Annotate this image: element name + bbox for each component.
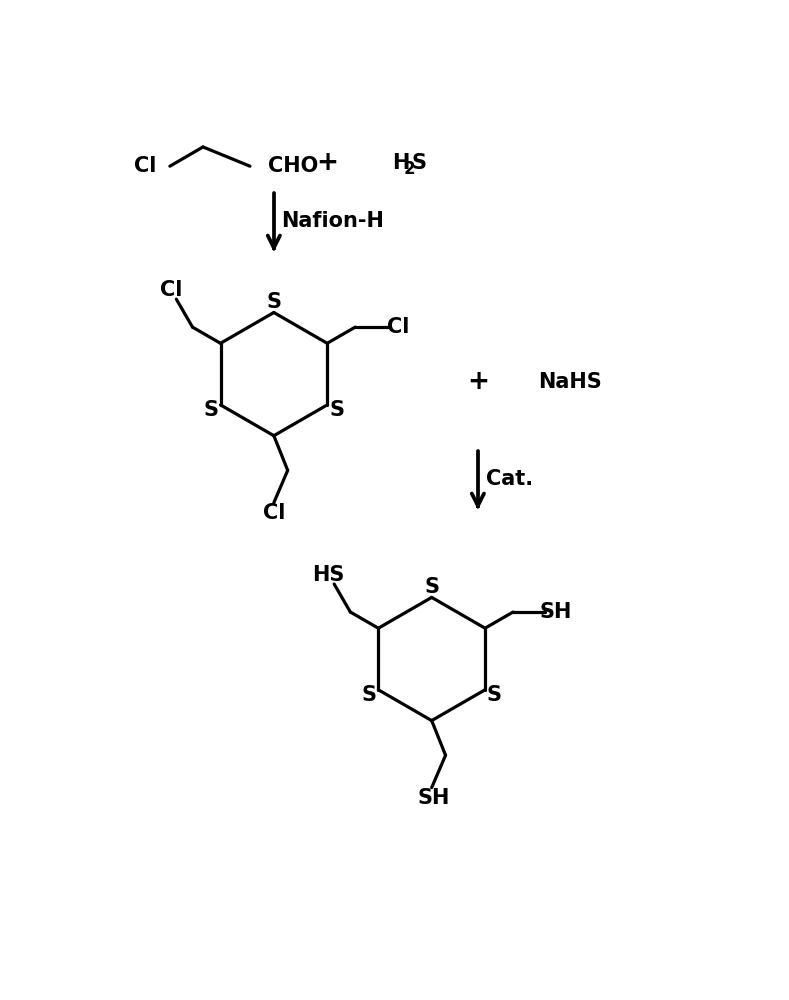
Text: Nafion-H: Nafion-H xyxy=(282,211,384,231)
Text: Cat.: Cat. xyxy=(485,469,533,489)
Text: S: S xyxy=(204,400,219,420)
Text: Cl: Cl xyxy=(159,280,182,300)
Text: Cl: Cl xyxy=(133,156,156,176)
Text: H: H xyxy=(391,153,409,173)
Text: +: + xyxy=(467,369,489,395)
Text: NaHS: NaHS xyxy=(538,372,602,392)
Text: S: S xyxy=(361,685,376,705)
Text: S: S xyxy=(329,400,344,420)
Text: Cl: Cl xyxy=(263,503,285,523)
Text: SH: SH xyxy=(417,788,450,808)
Text: S: S xyxy=(267,292,282,312)
Text: Cl: Cl xyxy=(387,317,409,337)
Text: S: S xyxy=(487,685,502,705)
Text: SH: SH xyxy=(540,602,572,622)
Text: HS: HS xyxy=(312,565,345,585)
Text: S: S xyxy=(412,153,427,173)
Text: S: S xyxy=(424,577,439,597)
Text: 2: 2 xyxy=(403,160,415,178)
Text: +: + xyxy=(316,150,338,176)
Text: CHO: CHO xyxy=(268,156,319,176)
